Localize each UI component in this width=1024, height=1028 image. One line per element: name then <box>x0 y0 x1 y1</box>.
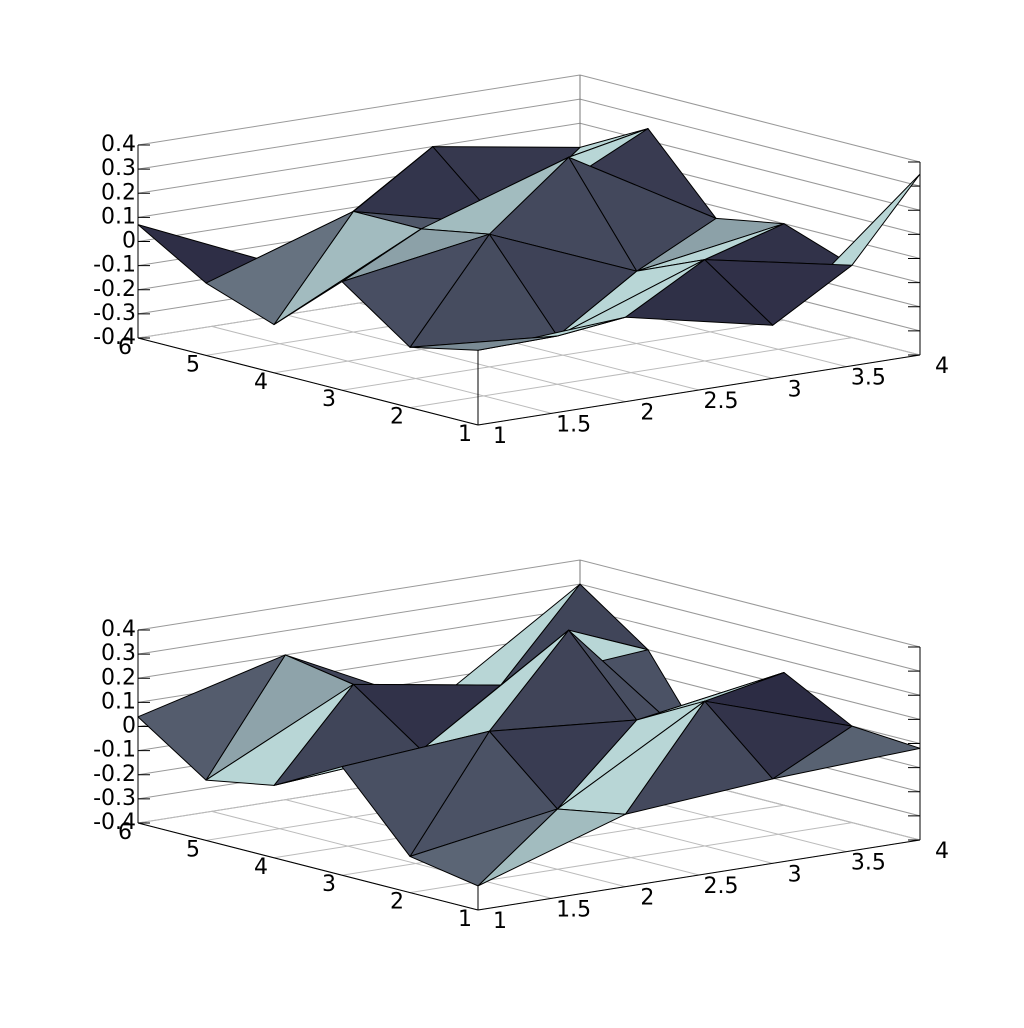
grid-line <box>579 98 921 187</box>
z-tick-label: 0.4 <box>101 617 136 642</box>
z-tick-label: -0.3 <box>93 786 136 811</box>
grid-line <box>137 583 581 655</box>
z-tick-label: 0 <box>122 229 136 254</box>
grid-line <box>137 98 581 170</box>
x-tick-label: 3.5 <box>851 366 886 391</box>
y-tick-label: 3 <box>322 387 336 412</box>
z-tick-label: -0.3 <box>93 301 136 326</box>
z-tick-label: -0.2 <box>93 277 136 302</box>
grid-line <box>579 559 921 648</box>
z-tick-label: 0.3 <box>101 641 136 666</box>
x-tick-label: 3 <box>788 377 802 402</box>
grid-line <box>211 325 552 414</box>
surface-facet <box>341 730 490 857</box>
axis-line <box>477 839 921 911</box>
z-tick-label: 0 <box>122 714 136 739</box>
z-tick-label: 0.1 <box>101 689 136 714</box>
y-tick-label: 4 <box>254 370 268 395</box>
x-tick-label: 2 <box>640 401 654 426</box>
x-tick-label: 2 <box>640 886 654 911</box>
grid-line <box>137 122 581 194</box>
axis-line <box>137 822 479 911</box>
surface-facet <box>409 808 558 887</box>
grid-line <box>211 810 552 899</box>
y-tick-label: 3 <box>322 872 336 897</box>
x-tick-label: 3.5 <box>851 851 886 876</box>
z-tick-label: -0.1 <box>93 253 136 278</box>
y-tick-label: 2 <box>390 405 404 430</box>
surface-facet <box>409 335 558 351</box>
surface-facet <box>137 654 286 781</box>
grid-line <box>137 559 581 631</box>
x-tick-label: 1.5 <box>556 897 591 922</box>
z-tick-label: 0.4 <box>101 132 136 157</box>
z-tick-label: -0.4 <box>93 325 136 350</box>
y-tick-label: 5 <box>186 352 200 377</box>
grid-line <box>579 74 921 163</box>
surface-facet <box>205 683 354 786</box>
grid-line <box>579 583 921 672</box>
x-tick-label: 2.5 <box>704 874 739 899</box>
surface-facet <box>205 210 354 326</box>
x-tick-label: 1.5 <box>556 412 591 437</box>
grid-line <box>409 337 853 409</box>
x-tick-label: 1 <box>493 909 507 934</box>
axis-line <box>137 337 479 426</box>
x-tick-label: 4 <box>935 354 949 379</box>
x-tick-label: 2.5 <box>704 389 739 414</box>
y-tick-label: 6 <box>118 820 132 845</box>
grid-line <box>285 314 626 403</box>
y-tick-label: 1 <box>458 422 472 447</box>
y-tick-label: 6 <box>118 335 132 360</box>
z-tick-label: -0.1 <box>93 738 136 763</box>
axis-line <box>477 354 921 426</box>
z-tick-label: 0.2 <box>101 665 136 690</box>
y-tick-label: 5 <box>186 837 200 862</box>
grid-line <box>137 74 581 146</box>
grid-line <box>341 319 785 391</box>
grid-line <box>137 607 581 679</box>
grid-line <box>579 607 921 696</box>
x-tick-label: 3 <box>788 862 802 887</box>
y-tick-label: 4 <box>254 855 268 880</box>
z-tick-label: 0.1 <box>101 204 136 229</box>
z-tick-label: -0.4 <box>93 810 136 835</box>
x-tick-label: 1 <box>493 424 507 449</box>
z-tick-label: -0.2 <box>93 762 136 787</box>
y-tick-label: 1 <box>458 907 472 932</box>
z-tick-label: 0.2 <box>101 180 136 205</box>
x-tick-label: 4 <box>935 839 949 864</box>
surface-facet <box>341 233 490 348</box>
surface-facet <box>273 228 422 326</box>
y-tick-label: 2 <box>390 890 404 915</box>
z-tick-label: 0.3 <box>101 156 136 181</box>
